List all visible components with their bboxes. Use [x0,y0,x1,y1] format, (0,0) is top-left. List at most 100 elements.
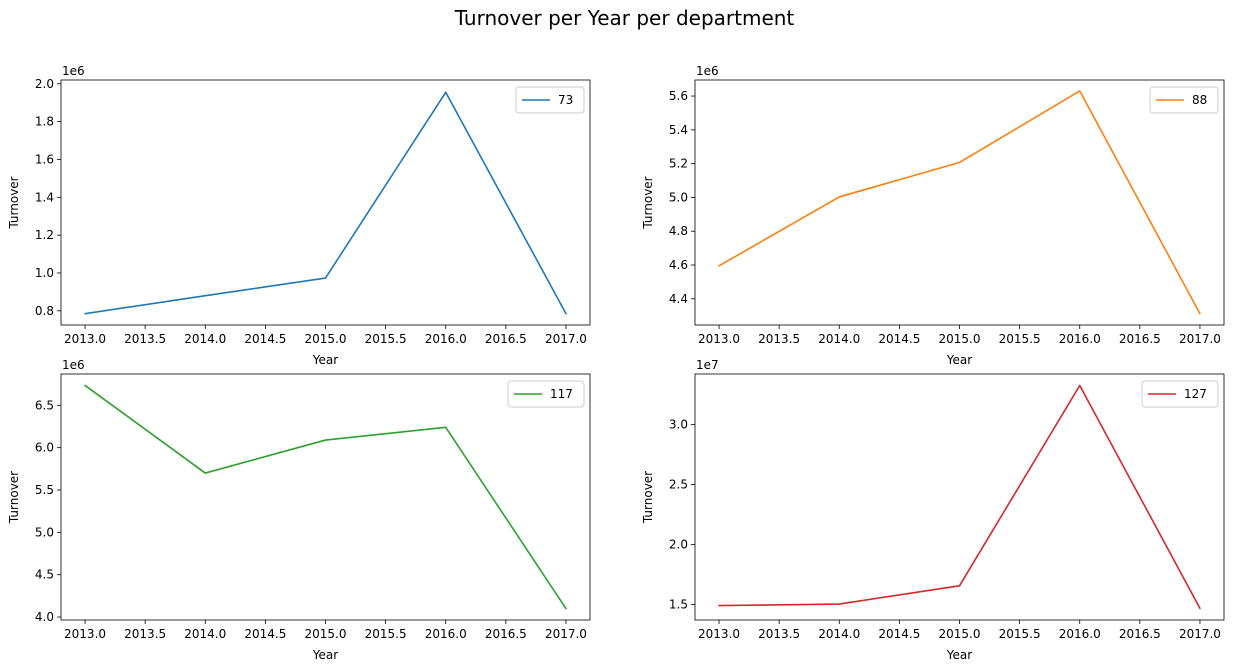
data-point [204,472,207,474]
figure-title: Turnover per Year per department [454,6,795,30]
y-tick-label: 5.6 [669,89,688,103]
data-point [565,312,567,315]
x-tick-label: 2015.0 [305,332,347,346]
data-point [958,585,961,587]
x-tick-label: 2013.0 [64,627,106,641]
x-tick-label: 2015.5 [365,332,407,346]
y-tick-label: 4.8 [669,224,688,238]
y-tick-label: 6.5 [35,398,54,412]
data-point [838,196,841,198]
y-axis-label: Turnover [641,471,655,524]
data-point [204,294,207,297]
x-tick-label: 2015.0 [939,627,981,641]
y-tick-label: 5.5 [35,483,54,497]
axes-frame [60,79,591,326]
data-point [1078,90,1081,92]
x-tick-label: 2016.0 [1059,332,1101,346]
y-axis-label: Turnover [7,471,21,524]
legend-box [1141,380,1219,408]
data-point [84,312,86,315]
y-tick-label: 0.8 [35,304,54,318]
data-point [324,439,327,441]
y-tick-label: 1.4 [35,190,54,204]
x-tick-label: 2017.0 [1179,627,1221,641]
series-line-88 [718,90,1201,315]
subplot-3: 2013.0 2013.5 2014.0 2014.5 2015.0 2015.5 2016… [7,358,591,662]
axis-offset-text: 1e6 [62,358,85,372]
y-tick-label: 3.0 [669,417,688,431]
x-tick-label: 2017.0 [1179,332,1221,346]
legend-label: 127 [1184,387,1207,401]
y-axis-label: Turnover [7,176,21,229]
x-tick-label: 2016.0 [425,627,467,641]
y-tick-label: 1.0 [35,266,54,280]
x-axis-label: Year [312,648,338,662]
axis-offset-text: 1e7 [696,358,719,372]
x-tick-label: 2013.0 [698,332,740,346]
x-tick-label: 2013.5 [124,627,166,641]
legend-box [507,380,585,408]
x-axis-label: Year [312,353,338,367]
y-tick-label: 5.0 [669,190,688,204]
x-tick-label: 2015.5 [365,627,407,641]
y-tick-label: 4.6 [669,258,688,272]
x-tick-label: 2014.0 [818,332,860,346]
data-point [324,277,327,279]
data-point [84,384,86,387]
data-point [1199,312,1201,315]
data-point [1199,607,1201,610]
x-tick-label: 2015.0 [939,332,981,346]
data-point [958,161,961,164]
x-tick-label: 2014.0 [184,627,226,641]
x-tick-label: 2015.5 [999,332,1041,346]
x-axis-label: Year [946,648,972,662]
axis-offset-text: 1e6 [62,64,85,78]
series-line-73 [84,91,567,315]
y-tick-label: 6.0 [35,441,54,455]
y-tick-label: 4.0 [35,610,54,624]
y-tick-label: 1.8 [35,115,54,129]
x-tick-label: 2013.5 [758,627,800,641]
x-axis-label: Year [946,353,972,367]
x-tick-label: 2016.5 [1119,332,1161,346]
subplot-4: 2013.0 2013.5 2014.0 2014.5 2015.0 2015.5 2016… [641,358,1225,662]
y-tick-label: 4.5 [35,568,54,582]
data-point [565,607,567,610]
x-tick-label: 2014.5 [244,332,286,346]
subplot-2: 2013.0 2013.5 2014.0 2014.5 2015.0 2015.5 2016… [641,64,1225,367]
x-tick-label: 2014.5 [878,627,920,641]
data-point [838,603,841,605]
axes-frame [60,373,591,621]
y-tick-label: 5.2 [669,157,688,171]
y-tick-label: 1.6 [35,152,54,166]
x-tick-label: 2016.5 [485,627,527,641]
y-tick-label: 2.5 [669,477,688,491]
x-tick-label: 2013.0 [698,627,740,641]
y-tick-label: 1.2 [35,228,54,242]
x-tick-label: 2016.5 [485,332,527,346]
y-tick-label: 5.0 [35,525,54,539]
x-tick-label: 2017.0 [545,332,587,346]
series-line-127 [719,384,1201,609]
data-point [718,604,720,607]
x-tick-label: 2014.5 [878,332,920,346]
x-tick-label: 2013.5 [124,332,166,346]
x-tick-label: 2014.5 [244,627,286,641]
x-tick-label: 2016.0 [1059,627,1101,641]
x-tick-label: 2013.0 [64,332,106,346]
legend-label: 73 [558,93,573,107]
x-tick-label: 2014.0 [184,332,226,346]
data-point [1078,384,1081,387]
axis-offset-text: 1e6 [696,64,719,78]
x-tick-label: 2014.0 [818,627,860,641]
y-tick-label: 2.0 [35,77,54,91]
legend-label: 88 [1192,93,1207,107]
x-tick-label: 2013.5 [758,332,800,346]
y-tick-label: 4.4 [669,292,688,306]
x-tick-label: 2015.0 [305,627,347,641]
series-line-117 [84,384,567,610]
y-tick-label: 2.0 [669,537,688,551]
legend-label: 117 [550,387,573,401]
data-point [444,91,447,94]
